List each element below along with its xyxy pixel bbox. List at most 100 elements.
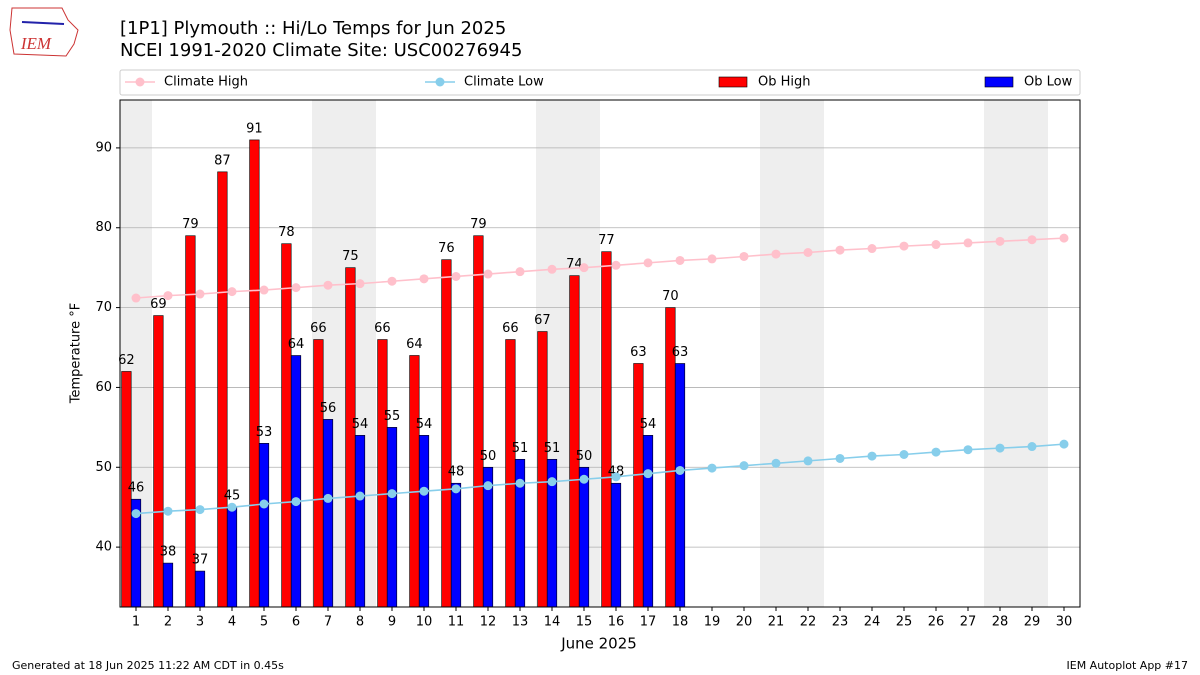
point (739, 461, 749, 471)
y-tick-label: 90 (95, 140, 112, 155)
x-tick-label: 4 (228, 615, 236, 630)
x-tick-label: 21 (768, 615, 785, 630)
y-axis-label: Temperature °F (69, 303, 84, 404)
point (1027, 235, 1037, 245)
point (355, 491, 365, 501)
x-tick-label: 8 (356, 615, 364, 630)
bar (610, 482, 622, 608)
x-tick-label: 5 (260, 615, 268, 630)
logo: IEM (9, 7, 79, 57)
point (195, 289, 205, 299)
point (835, 453, 845, 463)
bar (633, 363, 644, 608)
x-tick-label: 29 (1024, 615, 1041, 630)
point (643, 469, 653, 479)
x-tick-label: 9 (388, 615, 396, 630)
point (259, 499, 269, 509)
bar (473, 235, 484, 608)
x-tick-label: 3 (196, 615, 204, 630)
bar-value-label: 79 (470, 217, 487, 232)
logo-outline (9, 7, 79, 57)
bar (194, 570, 206, 608)
shade-band (792, 100, 824, 607)
x-tick-label: 10 (416, 615, 433, 630)
bar-value-label: 63 (630, 345, 647, 360)
bar (185, 235, 196, 608)
point (643, 258, 653, 268)
legend-swatch (984, 76, 1014, 88)
point (547, 264, 557, 274)
point (355, 279, 365, 289)
bar (281, 243, 292, 608)
bar-value-label: 79 (182, 217, 199, 232)
x-tick-label: 24 (864, 615, 881, 630)
x-tick-label: 16 (608, 615, 625, 630)
bar-value-label: 77 (598, 233, 615, 248)
point (323, 493, 333, 503)
bar-value-label: 76 (438, 241, 455, 256)
bar-value-label: 54 (416, 417, 433, 432)
x-tick-label: 15 (576, 615, 593, 630)
bar-value-label: 66 (502, 321, 519, 336)
bar-value-label: 51 (512, 441, 529, 456)
bar (258, 443, 270, 608)
point (1059, 233, 1069, 243)
point (963, 238, 973, 248)
y-tick-label: 80 (95, 220, 112, 235)
point (323, 280, 333, 290)
point (451, 271, 461, 281)
point (675, 465, 685, 475)
bar (354, 435, 366, 608)
bar (377, 339, 388, 608)
bar (450, 482, 462, 608)
x-tick-label: 7 (324, 615, 332, 630)
bar (642, 435, 654, 608)
bar-value-label: 66 (310, 321, 327, 336)
point (739, 251, 749, 261)
point (547, 477, 557, 487)
point (995, 443, 1005, 453)
point (515, 478, 525, 488)
bar-value-label: 54 (352, 417, 369, 432)
x-tick-label: 6 (292, 615, 300, 630)
bar-value-label: 37 (192, 553, 209, 568)
point (867, 451, 877, 461)
point (515, 267, 525, 277)
bar-value-label: 51 (544, 441, 561, 456)
y-tick-label: 40 (95, 540, 112, 555)
bar (409, 355, 420, 608)
point (611, 260, 621, 270)
point (995, 236, 1005, 246)
point (163, 291, 173, 301)
shade-band (984, 100, 1016, 607)
bar (162, 562, 174, 608)
point (483, 481, 493, 491)
bar (313, 339, 324, 608)
bar (537, 331, 548, 608)
bar (418, 435, 430, 608)
point (931, 240, 941, 250)
bar-value-label: 75 (342, 249, 359, 264)
bar-value-label: 50 (480, 449, 497, 464)
x-axis-label: June 2025 (560, 635, 637, 653)
y-tick-label: 70 (95, 300, 112, 315)
point (579, 263, 589, 273)
bar-value-label: 64 (288, 337, 305, 352)
logo-line (21, 21, 65, 25)
point (803, 247, 813, 257)
bar-value-label: 62 (118, 353, 135, 368)
y-tick-label: 50 (95, 460, 112, 475)
point (227, 287, 237, 297)
x-tick-label: 12 (480, 615, 497, 630)
point (963, 445, 973, 455)
bar (386, 427, 398, 608)
x-tick-label: 18 (672, 615, 689, 630)
legend-label: Ob Low (1024, 75, 1073, 90)
point (387, 489, 397, 499)
bar (601, 251, 612, 608)
line (135, 237, 1065, 299)
point (771, 249, 781, 259)
point (195, 505, 205, 515)
footer-right: IEM Autoplot App #17 (1067, 659, 1189, 672)
bar (569, 275, 580, 608)
